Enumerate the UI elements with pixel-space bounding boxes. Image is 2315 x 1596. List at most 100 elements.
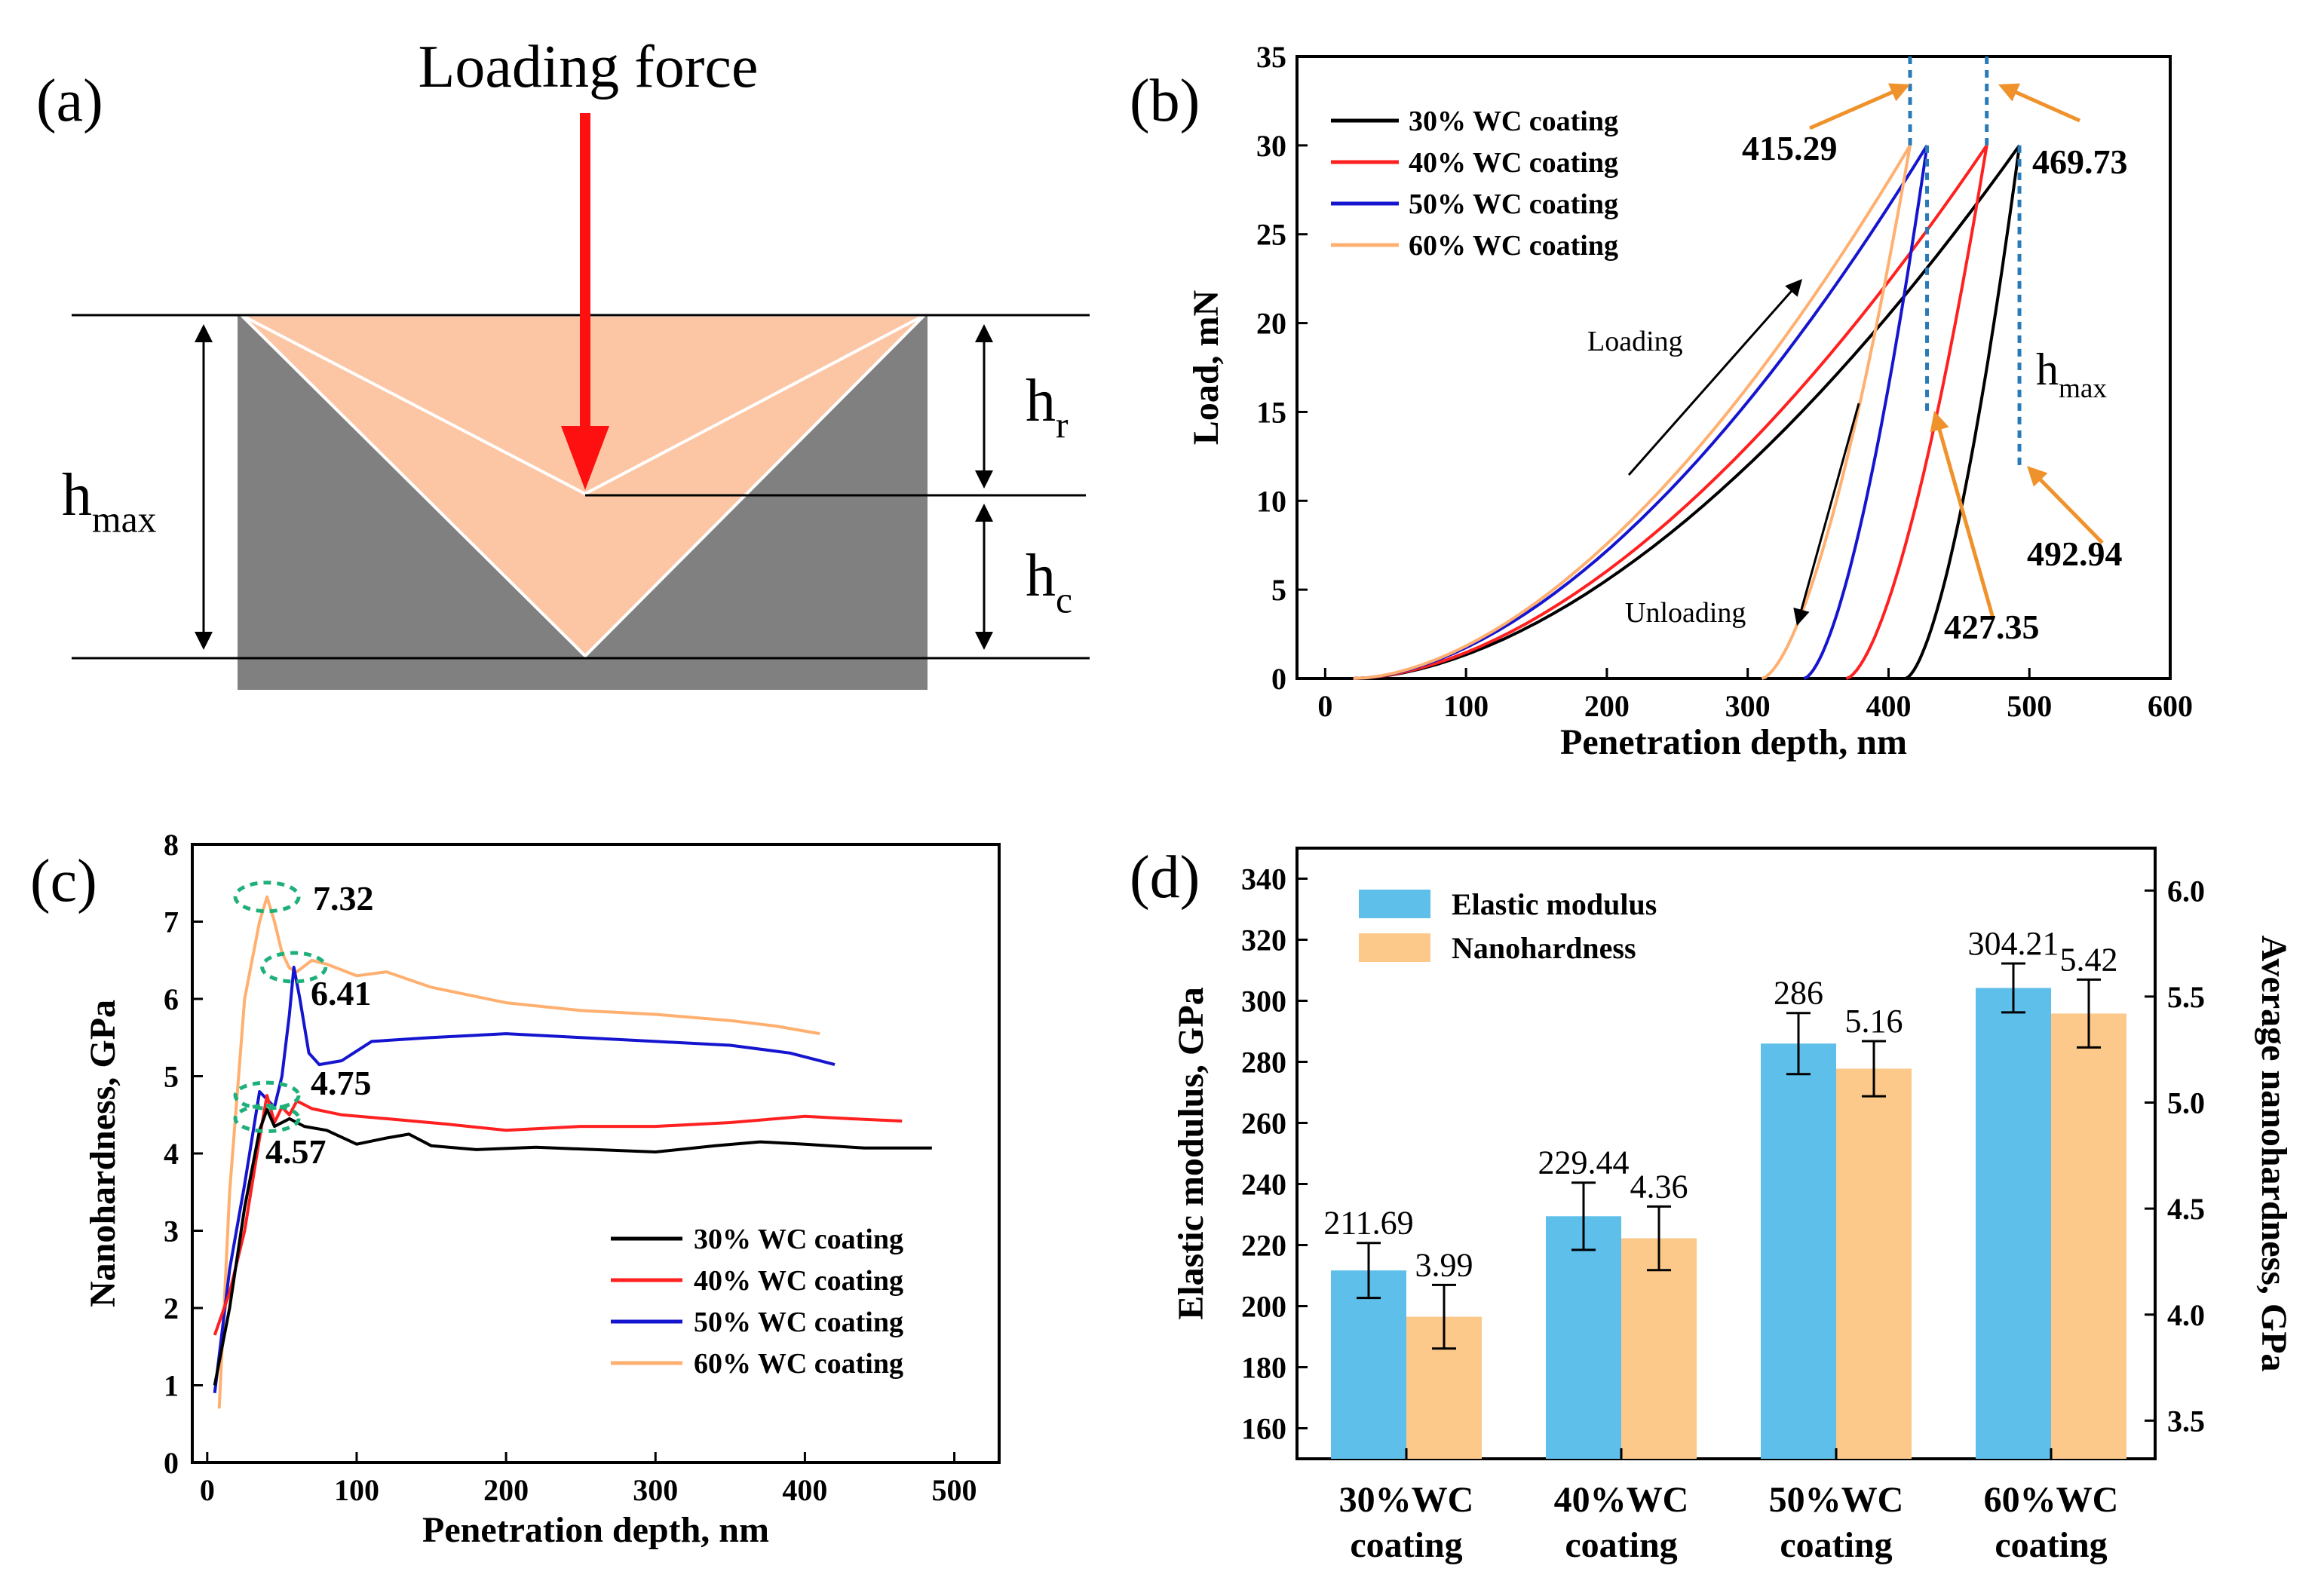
y-tick-label-c: 2 <box>164 1291 179 1325</box>
bar-hardness-3 <box>1836 1068 1912 1459</box>
x-tick-label-b: 500 <box>2007 689 2052 723</box>
callout-415: 415.29 <box>1742 129 1838 167</box>
hardness-curve-2 <box>213 1094 903 1336</box>
hardness-curve-3 <box>213 966 836 1394</box>
legend-label-c-1: 30% WC coating <box>694 1224 903 1255</box>
loading-arrow-shaft <box>1627 288 1795 476</box>
panel-b-label: (b) <box>1130 68 1200 134</box>
hr-arrow-up-head <box>975 324 993 342</box>
category-label-line2-3: coating <box>1780 1525 1892 1565</box>
loading-force-arrow-head <box>561 426 609 490</box>
x-tick-label-c: 400 <box>782 1473 827 1507</box>
category-label-line1-2: 40%WC <box>1554 1480 1689 1520</box>
value-label-elastic-3: 286 <box>1774 975 1823 1012</box>
bar-hardness-2 <box>1621 1238 1697 1459</box>
y-axis-title-right-d: Average nanohardness, GPa <box>2254 935 2294 1371</box>
x-tick-label-b: 600 <box>2148 689 2193 723</box>
y-tick-label-b: 25 <box>1256 218 1286 252</box>
value-label-elastic-1: 211.69 <box>1323 1205 1413 1242</box>
unloading-arrow-shaft <box>1799 403 1860 614</box>
bar-elastic-1 <box>1331 1270 1406 1459</box>
y-tick-label-d: 300 <box>1241 985 1286 1019</box>
callout-arrow-415-shaft <box>1809 89 1896 130</box>
y-tick-label-b: 35 <box>1256 40 1286 74</box>
bar-elastic-3 <box>1761 1043 1836 1459</box>
hc-label: hc <box>1026 543 1072 620</box>
callout-arrow-427-head <box>1930 411 1949 433</box>
x-tick-label-b: 100 <box>1443 689 1489 723</box>
loading-force-label: Loading force <box>419 34 759 100</box>
legend-label-c-4: 60% WC coating <box>694 1348 903 1380</box>
y-tick-label-d: 260 <box>1241 1107 1286 1141</box>
x-tick-label-c: 100 <box>334 1473 379 1507</box>
y-tick-label-d: 280 <box>1241 1046 1286 1080</box>
callout-arrow-469-shaft <box>2011 89 2081 123</box>
loading-curve-1 <box>1353 144 2021 680</box>
y-tick-label-right-d: 5.0 <box>2167 1086 2205 1120</box>
legend-label-b-4: 60% WC coating <box>1409 230 1618 262</box>
x-tick-label-b: 300 <box>1725 689 1771 723</box>
loading-curve-2 <box>1353 144 1988 680</box>
callout-427: 427.35 <box>1944 608 2040 646</box>
peak-label-732: 7.32 <box>313 879 374 917</box>
legend-label-b-2: 40% WC coating <box>1409 147 1618 179</box>
category-label-line2-2: coating <box>1565 1525 1677 1565</box>
panel-a-label: (a) <box>36 68 103 134</box>
hr-arrow-down-head <box>975 470 993 489</box>
category-label-line1-3: 50%WC <box>1769 1480 1904 1520</box>
x-tick-label-b: 200 <box>1584 689 1630 723</box>
hmax-arrow-up-head <box>195 324 213 342</box>
hmax-label: hmax <box>62 462 157 540</box>
peak-label-641: 6.41 <box>311 974 372 1012</box>
y-tick-label-d: 220 <box>1241 1229 1286 1263</box>
unloading-curve-4 <box>1761 145 1912 680</box>
hc-arrow-up-head <box>975 504 993 522</box>
y-tick-label-c: 5 <box>164 1060 179 1094</box>
unloading-label: Unloading <box>1625 597 1746 629</box>
value-label-hardness-1: 3.99 <box>1415 1246 1473 1283</box>
peak-label-475: 4.75 <box>311 1064 372 1102</box>
y-tick-label-b: 15 <box>1256 395 1286 429</box>
legend-label-c-3: 50% WC coating <box>694 1307 903 1338</box>
hmax-arrow-down-head <box>195 632 213 650</box>
value-label-elastic-2: 229.44 <box>1538 1144 1630 1181</box>
x-tick-label-c: 300 <box>633 1473 678 1507</box>
y-tick-label-d: 240 <box>1241 1168 1286 1202</box>
y-tick-label-right-d: 5.5 <box>2167 980 2205 1014</box>
y-tick-label-right-d: 6.0 <box>2167 874 2205 908</box>
legend-swatch-hardness <box>1359 933 1430 962</box>
plot-frame-d <box>1295 847 2157 1460</box>
y-tick-label-d: 180 <box>1241 1351 1286 1385</box>
legend-label-b-3: 50% WC coating <box>1409 188 1618 220</box>
panel-c-label: (c) <box>30 848 97 914</box>
unloading-arrow-head <box>1793 607 1810 626</box>
value-label-hardness-4: 5.42 <box>2060 941 2118 978</box>
y-tick-label-c: 3 <box>164 1215 179 1248</box>
y-tick-label-d: 340 <box>1241 862 1286 896</box>
plot-frame-b <box>1295 55 2172 680</box>
y-tick-label-b: 30 <box>1256 129 1286 163</box>
hardness-curve-1 <box>213 1107 932 1386</box>
callout-arrow-415-head <box>1887 83 1910 102</box>
bar-elastic-2 <box>1546 1216 1621 1459</box>
bar-hardness-4 <box>2051 1013 2126 1459</box>
unloading-curve-1 <box>1904 145 2021 680</box>
y-tick-label-b: 5 <box>1271 573 1286 607</box>
y-tick-label-right-d: 4.5 <box>2167 1192 2205 1226</box>
y-tick-label-d: 160 <box>1241 1412 1286 1446</box>
y-tick-label-c: 1 <box>164 1369 179 1403</box>
peak-label-457: 4.57 <box>265 1132 327 1171</box>
value-label-elastic-4: 304.21 <box>1968 925 2059 962</box>
x-tick-label-c: 500 <box>932 1473 977 1507</box>
unloading-curve-2 <box>1845 145 1988 680</box>
legend-label-hardness: Nanohardness <box>1452 931 1636 965</box>
hmax-label-b: hmax <box>2036 345 2107 404</box>
y-tick-label-c: 0 <box>164 1446 179 1480</box>
y-axis-title-b: Load, mN <box>1186 289 1226 445</box>
y-tick-label-c: 7 <box>164 905 179 939</box>
callout-arrow-469-head <box>1998 83 2021 102</box>
category-label-line2-4: coating <box>1995 1525 2107 1565</box>
x-tick-label-b: 0 <box>1317 689 1332 723</box>
peak-marker-457 <box>233 1104 301 1134</box>
y-tick-label-c: 8 <box>164 828 179 862</box>
